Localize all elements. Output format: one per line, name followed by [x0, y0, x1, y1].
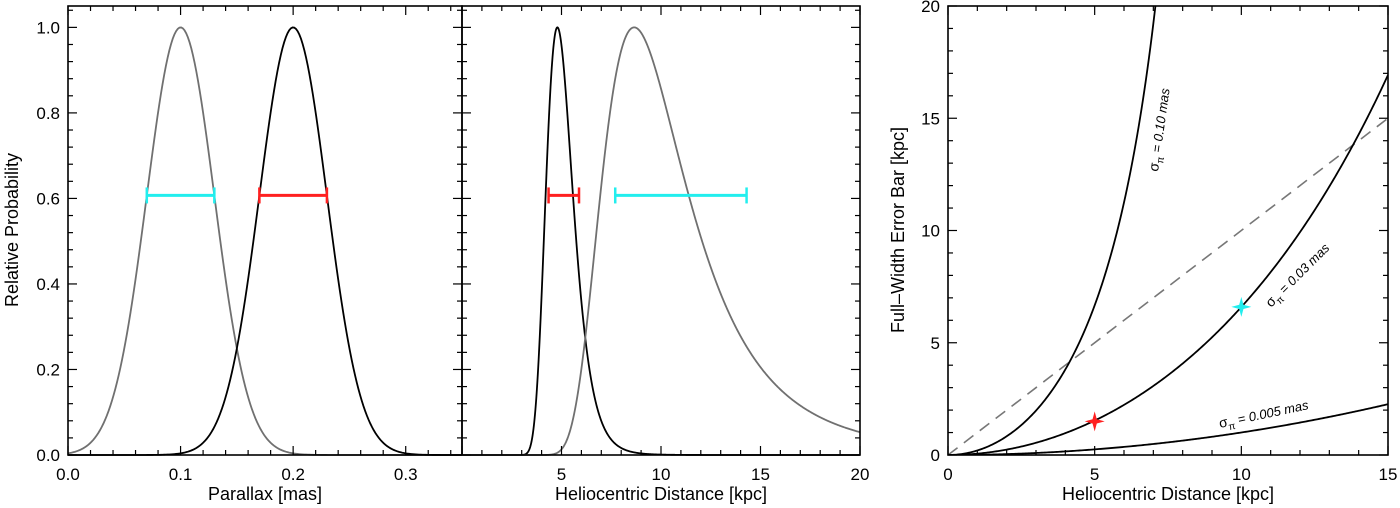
error-bar-x-tick-label: 5	[1090, 465, 1099, 484]
parallax-x-tick-label: 0.0	[56, 465, 80, 484]
distance-frame	[461, 5, 861, 456]
parallax-error-bar-red	[258, 187, 329, 204]
distance-error-bars	[547, 187, 748, 204]
distance-x-tick-label: 15	[751, 465, 770, 484]
parallax-x-tick-label: 0.2	[281, 465, 305, 484]
distance-ticks: 5 10 15 20	[461, 6, 870, 484]
distance-panel: 5 10 15 20 Heliocentric Distance [kpc]	[461, 5, 870, 504]
parallax-ticks: 0.0 0.1 0.2 0.3 0.0 0.2 0.4 0.6 0.8 1.0	[36, 6, 462, 484]
parallax-error-bars	[145, 187, 329, 204]
distance-x-tick-label: 5	[557, 465, 566, 484]
error-bar-x-tick-label: 10	[1232, 465, 1251, 484]
error-bar-panel: 0 5 10 15 0 5 10 15 20 Heliocentric Distance [kp…	[888, 0, 1397, 504]
error-curve-1	[948, 74, 1388, 455]
curve-label-003: σπ = 0.03 mas	[1262, 239, 1336, 313]
parallax-frame	[67, 5, 463, 456]
distance-curve-gray	[463, 26, 861, 456]
curve-label-010: σπ = 0.10 mas	[1145, 87, 1177, 173]
error-bar-y-axis-label: Full–Width Error Bar [kpc]	[888, 127, 908, 333]
parallax-error-bar-cyan	[145, 187, 216, 204]
parallax-x-tick-label: 0.1	[169, 465, 193, 484]
parallax-y-axis-label: Relative Probability	[2, 153, 22, 307]
distance-error-bar-red	[547, 187, 581, 204]
distance-x-tick-label: 10	[652, 465, 671, 484]
error-bar-y-tick-label: 0	[931, 446, 940, 465]
parallax-curve-black	[68, 26, 462, 456]
parallax-y-tick-label: 0.2	[36, 360, 60, 379]
parallax-series-group	[67, 26, 462, 456]
error-bar-y-tick-label: 10	[921, 222, 940, 241]
error-bar-ticks: 0 5 10 15 0 5 10 15 20	[921, 0, 1397, 484]
error-bar-x-axis-label: Heliocentric Distance [kpc]	[1062, 484, 1274, 504]
parallax-y-tick-label: 0.0	[36, 446, 60, 465]
parallax-y-tick-label: 0.6	[36, 189, 60, 208]
error-bar-series-group	[948, 6, 1388, 455]
error-bar-x-tick-label: 15	[1379, 465, 1398, 484]
star-marker-cyan	[1231, 296, 1252, 317]
parallax-y-tick-label: 0.4	[36, 275, 60, 294]
error-bar-markers	[1084, 296, 1252, 432]
error-bar-y-tick-label: 20	[921, 0, 940, 16]
error-curve-0	[948, 6, 1157, 455]
one-to-one-dashed-line	[948, 117, 1388, 455]
error-bar-x-tick-label: 0	[943, 465, 952, 484]
distance-series-group	[463, 26, 861, 456]
distance-x-axis-label: Heliocentric Distance [kpc]	[555, 484, 767, 504]
parallax-panel: 0.0 0.1 0.2 0.3 0.0 0.2 0.4 0.6 0.8 1.0 Parallax …	[2, 5, 463, 504]
error-curve-2	[948, 403, 1388, 455]
distance-error-bar-cyan	[613, 187, 748, 204]
parallax-x-axis-label: Parallax [mas]	[208, 484, 322, 504]
star-marker-red	[1084, 411, 1105, 432]
error-bar-frame	[947, 5, 1389, 456]
parallax-y-tick-label: 0.8	[36, 104, 60, 123]
parallax-x-tick-label: 0.3	[394, 465, 418, 484]
parallax-curve-gray	[67, 26, 462, 456]
error-bar-y-tick-label: 15	[921, 109, 940, 128]
parallax-y-tick-label: 1.0	[36, 18, 60, 37]
distance-x-tick-label: 20	[851, 465, 870, 484]
error-bar-y-tick-label: 5	[931, 334, 940, 353]
